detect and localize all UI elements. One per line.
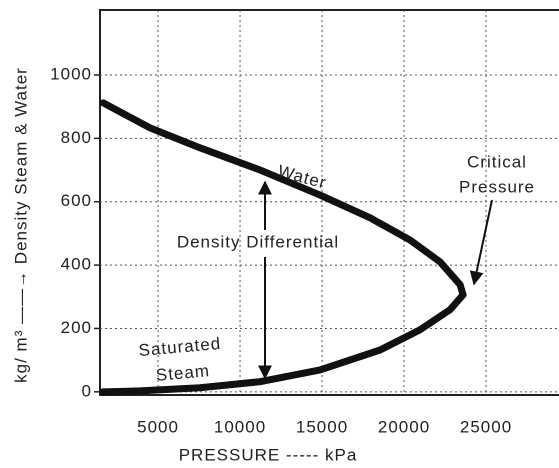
annotation: Critical [467, 152, 527, 171]
critical-arrow [469, 199, 493, 286]
x-tick-label: 10000 [214, 417, 266, 436]
x-tick-label: 25000 [460, 417, 512, 436]
y-axis-label: kg/ m³ ——→ Density Steam & Water [11, 67, 30, 383]
annotation: Saturated [138, 334, 222, 360]
annotation: Steam [155, 361, 211, 385]
annotation: Pressure [459, 177, 535, 196]
saturation-curve [99, 291, 467, 396]
annotation: Density Differential [177, 232, 339, 251]
x-tick-label: 15000 [296, 417, 348, 436]
saturation-curve [99, 99, 467, 299]
y-tick-label: 400 [61, 255, 92, 274]
plot-frame [99, 9, 559, 396]
y-tick-label: 800 [61, 128, 92, 147]
y-tick-label: 600 [61, 191, 92, 210]
y-tick-label: 200 [61, 318, 92, 337]
x-axis-label: PRESSURE ----- kPa [179, 445, 358, 464]
y-tick-label: 0 [82, 381, 92, 400]
x-tick-label: 20000 [378, 417, 430, 436]
y-tick-label: 1000 [50, 64, 92, 83]
x-tick-label: 5000 [137, 417, 179, 436]
